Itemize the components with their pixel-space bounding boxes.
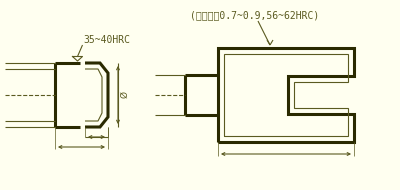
Text: Ø: Ø <box>120 92 129 98</box>
Text: (渗碳深度0.7~0.9,56~62HRC): (渗碳深度0.7~0.9,56~62HRC) <box>190 10 319 20</box>
Text: 35~40HRC: 35~40HRC <box>84 35 130 45</box>
